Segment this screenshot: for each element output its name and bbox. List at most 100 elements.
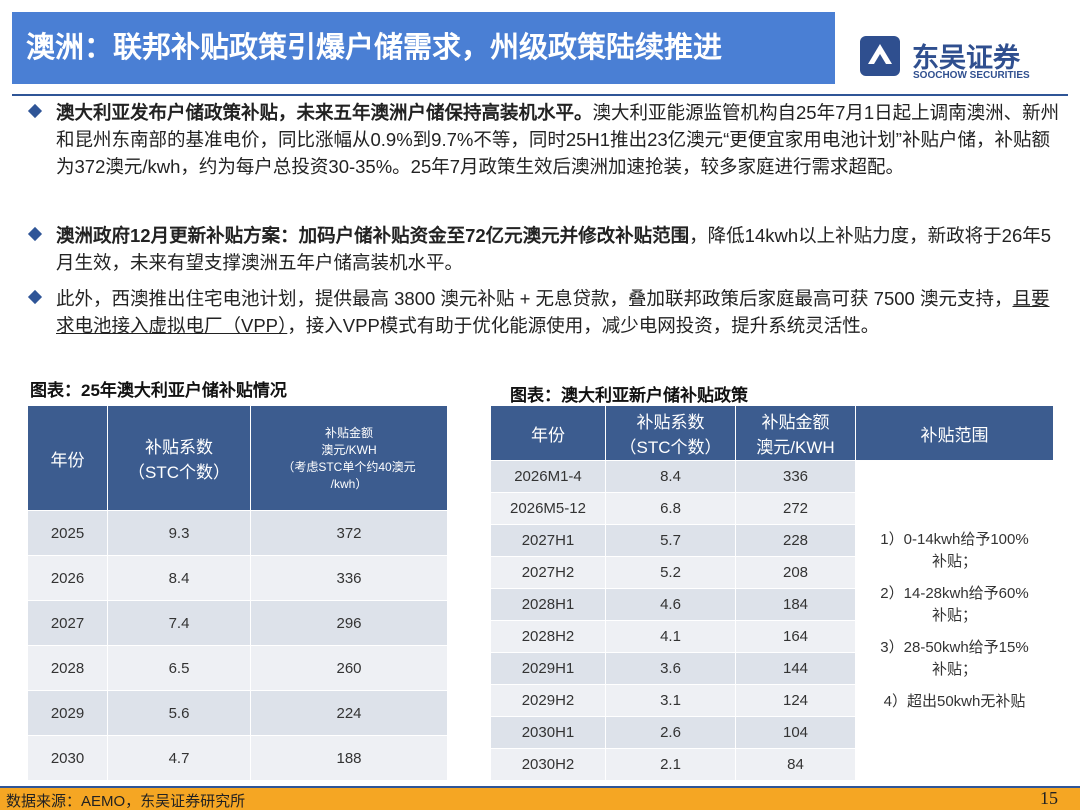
scope-item: 1）0-14kwh给予100% 补贴； [856,529,1053,573]
bullet-text: 此外，西澳推出住宅电池计划，提供最高 3800 澳元补贴 + 无息贷款，叠加联邦… [56,288,1013,309]
scope-cell: 1）0-14kwh给予100% 补贴； 2）14-28kwh给予60% 补贴； 3）28… [855,460,1054,781]
table-cell: 2030 [27,735,108,781]
divider [12,94,1068,96]
cell-line: /kwh） [330,477,368,491]
table-cell: 2026M1-4 [490,460,606,493]
table-cell: 6.5 [107,645,251,691]
bullet: 澳洲政府12月更新补贴方案：加码户储补贴资金至72亿元澳元并修改补贴范围，降低1… [27,222,1060,276]
table-row: 2030 4.7 188 [27,735,448,781]
table-cell: 224 [250,690,448,736]
table-cell: 5.7 [605,524,736,557]
table-cell: 2027H2 [490,556,606,589]
table-cell: 208 [735,556,856,589]
bullet-bold: 澳洲政府12月更新补贴方案：加码户储补贴资金至72亿元澳元并修改补贴范围 [56,225,690,246]
logo-cn: 东吴证券 [912,43,1020,73]
table-cell: 260 [250,645,448,691]
table-row: 2029H2 3.1 124 [490,684,1054,717]
table-cell: 2.6 [605,716,736,749]
table-cell: 2029 [27,690,108,736]
cell-line: （考虑STC单个约40澳元 [282,460,416,474]
table-cell: 336 [735,460,856,493]
table-cell: 8.4 [107,555,251,601]
cell-line: 年份 [531,425,565,445]
footer-bar [0,788,1080,810]
logo-icon [858,34,908,80]
cell-line: 澳元/KWH [756,438,835,457]
table-cell: 2029H2 [490,684,606,717]
cell-line: 补贴金额 [761,413,830,432]
table-row: 2027H1 5.7 228 [490,524,1054,557]
bullet: 此外，西澳推出住宅电池计划，提供最高 3800 澳元补贴 + 无息贷款，叠加联邦… [27,285,1060,339]
table-cell: 9.3 [107,510,251,556]
footer-rule [0,786,1080,788]
table-cell: 4.1 [605,620,736,653]
table-row: 2030H2 2.1 84 [490,748,1054,781]
header-row: 年份 补贴系数 （STC个数） 补贴金额澳元/KWH 补贴范围 [490,405,1054,461]
table-row: 2027H2 5.2 208 [490,556,1054,589]
cell-line: 补贴金额 [324,426,373,440]
table-cell: 124 [735,684,856,717]
table-cell: 228 [735,524,856,557]
bullet-text: ，降低14kwh以上补贴力度，新政将于26年5月生效，未来有望支撑澳洲五年户储高… [56,225,1052,273]
table-cell: 5.2 [605,556,736,589]
header-cell: 补贴金额澳元/KWH [735,405,856,461]
scope-item: 4）超出50kwh无补贴 [856,691,1053,713]
cell-line: 澳元/KWH [321,443,377,457]
table-row: 2029H1 3.6 144 [490,652,1054,685]
table-cell: 5.6 [107,690,251,736]
table-row: 2025 9.3 372 [27,510,448,556]
table-cell: 2026 [27,555,108,601]
header-cell: 年份 [490,405,606,461]
table-cell: 3.1 [605,684,736,717]
table: 年份 补贴系数 （STC个数） 补贴金额澳元/KWH （考虑STC单个约40澳元/kwh… [27,405,448,781]
bullet: 澳大利亚发布户储政策补贴，未来五年澳洲户储保持高装机水平。澳大利亚能源监管机构自… [27,99,1060,180]
table-row: 2026 8.4 336 [27,555,448,601]
slide-title: 澳洲：联邦补贴政策引爆户储需求，州级政策陆续推进 [12,12,835,84]
header-cell: 补贴系数 （STC个数） [605,405,736,461]
table-cell: 188 [250,735,448,781]
cell-line: （STC个数） [619,438,722,457]
table-cell: 2026M5-12 [490,492,606,525]
table-row: 2026M1-4 8.4 336 1）0-14kwh给予100% 补贴； 2）14-28k… [490,460,1054,781]
table-row: 2027 7.4 296 [27,600,448,646]
table-row: 2026M5-12 6.8 272 [490,492,1054,525]
bullet-text: 澳大利亚能源监管机构自25年7月1日起上调南澳洲、新州和昆州东南部的基准电价，同… [56,102,1060,177]
table-cell: 8.4 [605,460,736,493]
cell-line: 补贴系数 [636,413,705,432]
table-title: 图表：澳大利亚新户储补贴政策 [510,386,748,405]
table-cell: 296 [250,600,448,646]
table-cell: 2029H1 [490,652,606,685]
table-cell: 7.4 [107,600,251,646]
table-row: 2028H2 4.1 164 [490,620,1054,653]
cell-line: 补贴范围 [920,425,989,445]
table: 年份 补贴系数 （STC个数） 补贴金额澳元/KWH 补贴范围 2026M1-4 8.4 33… [490,405,1054,781]
table-cell: 3.6 [605,652,736,685]
header-row: 年份 补贴系数 （STC个数） 补贴金额澳元/KWH （考虑STC单个约40澳元/kwh… [27,405,448,511]
table-cell: 6.8 [605,492,736,525]
cell-line: 3）28-50kwh给予15% [880,638,1029,656]
table-cell: 2027 [27,600,108,646]
table-cell: 2025 [27,510,108,556]
cell-line: （STC个数） [128,463,230,482]
table-cell: 2027H1 [490,524,606,557]
cell-line: 补贴； [931,660,977,678]
cell-line: 补贴； [931,606,977,624]
cell-line: 补贴系数 [145,438,213,457]
table-cell: 372 [250,510,448,556]
bullet-underline: 且要求电池接入虚拟电厂（VPP） [56,288,1050,336]
cell-line: 4）超出50kwh无补贴 [883,692,1026,710]
table-cell: 2030H2 [490,748,606,781]
page-number: 15 [1040,788,1058,808]
cell-line: 2）14-28kwh给予60% [880,584,1029,602]
logo-en: SOOCHOW SECURITIES [913,70,1030,81]
header-cell: 补贴金额澳元/KWH （考虑STC单个约40澳元/kwh） [250,405,448,511]
table-cell: 144 [735,652,856,685]
table-cell: 4.6 [605,588,736,621]
header-cell: 补贴系数 （STC个数） [107,405,251,511]
header-cell: 年份 [27,405,108,511]
table-cell: 2028 [27,645,108,691]
source: 数据来源：AEMO，东吴证券研究所 [6,793,246,810]
cell-line: 补贴； [931,552,977,570]
cell-line: 年份 [50,450,85,470]
